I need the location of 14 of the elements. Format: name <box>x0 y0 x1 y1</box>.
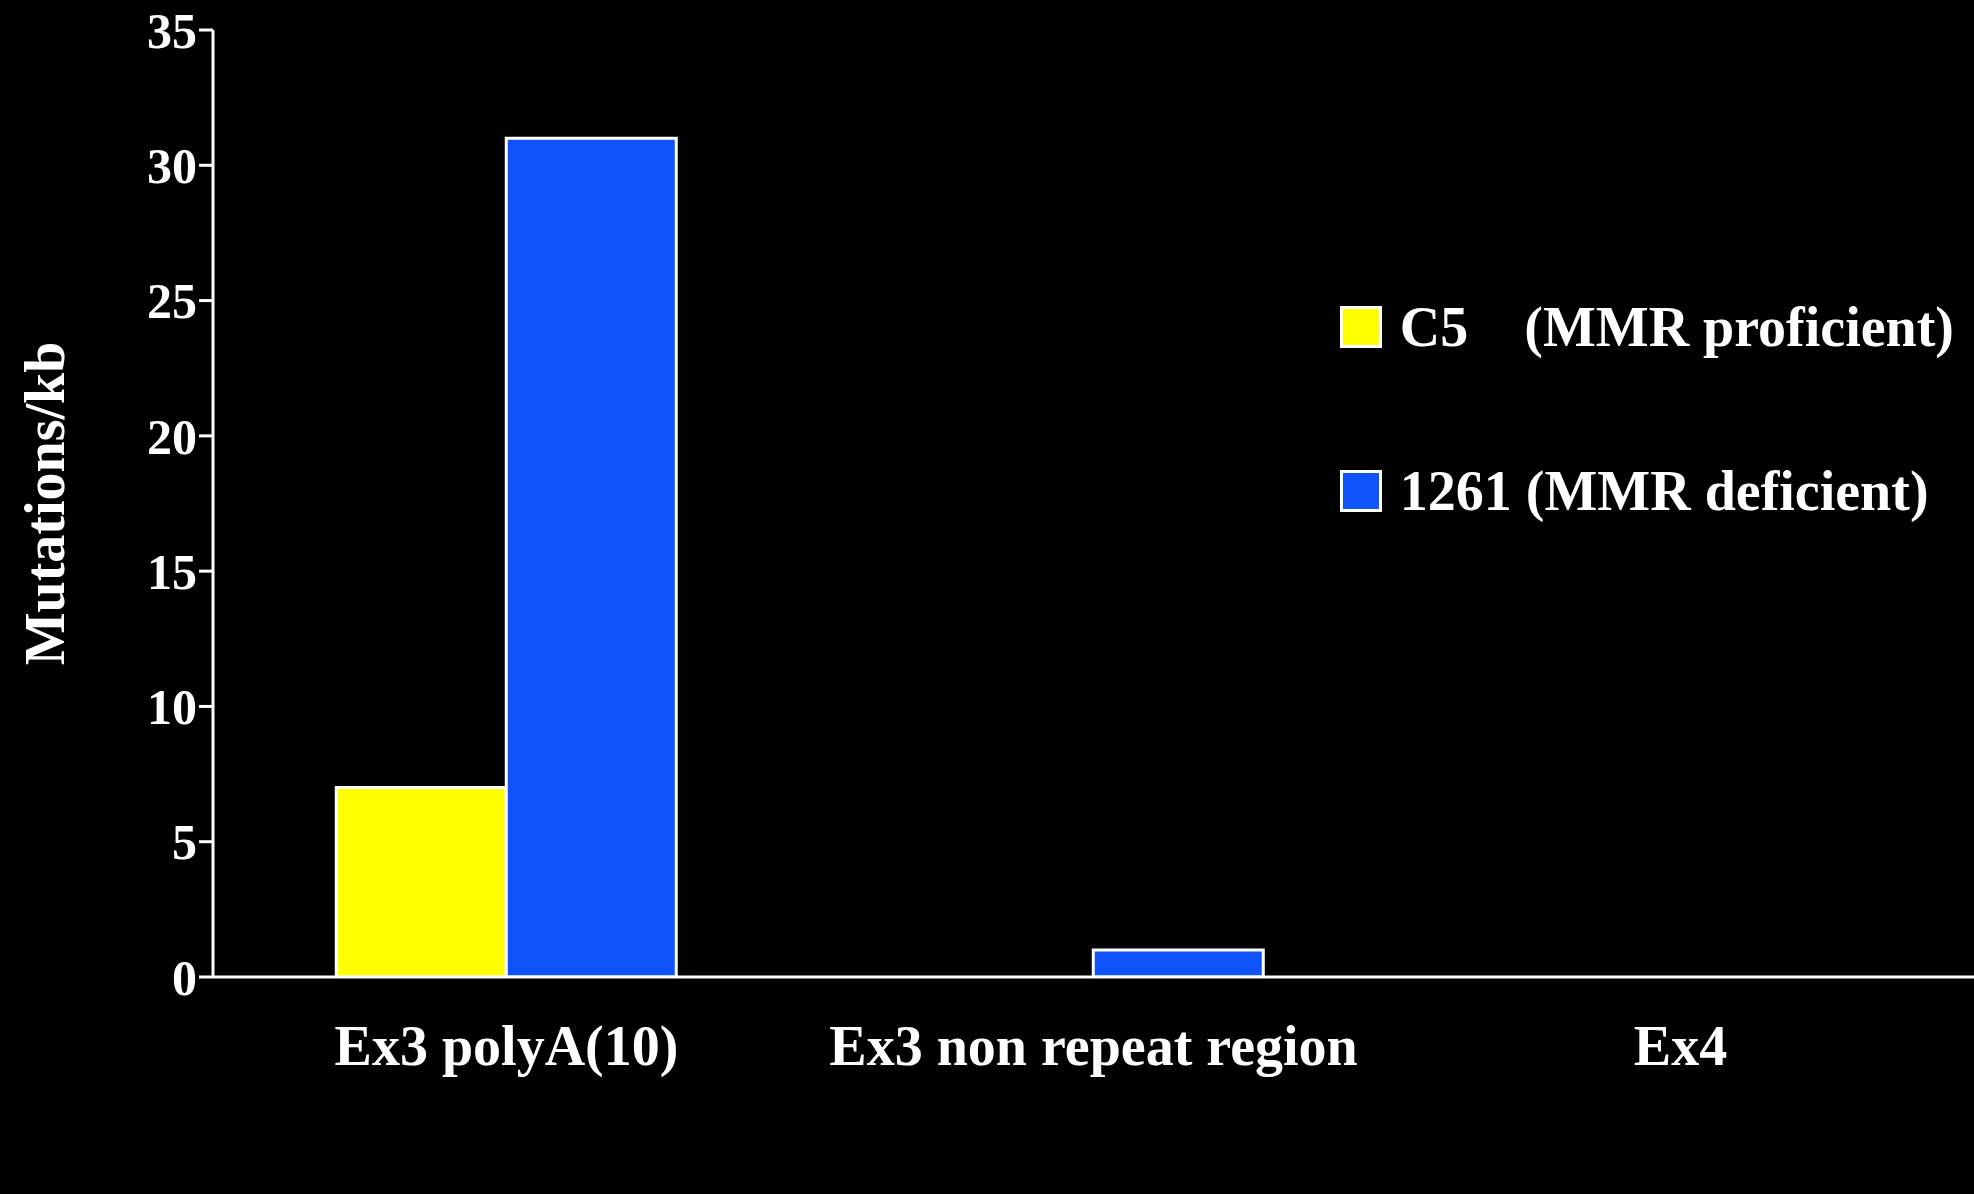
y-tick-label: 20 <box>147 408 197 465</box>
y-tick-label: 5 <box>172 814 197 871</box>
legend-label: 1261 (MMR deficient) <box>1399 459 1929 523</box>
y-tick-label: 25 <box>147 273 197 330</box>
y-tick-label: 10 <box>147 679 197 736</box>
x-tick-label: Ex3 non repeat region <box>829 1014 1358 1077</box>
x-tick-label: Ex4 <box>1633 1014 1728 1077</box>
y-tick-label: 15 <box>147 543 197 600</box>
legend-label: C5 (MMR proficient) <box>1399 295 1954 359</box>
y-tick-label: 35 <box>147 2 197 59</box>
y-tick-label: 30 <box>147 138 197 195</box>
y-axis-title: Mutations/kb <box>14 341 76 666</box>
x-tick-label: Ex3 polyA(10) <box>334 1014 679 1078</box>
y-tick-label: 0 <box>172 949 197 1006</box>
